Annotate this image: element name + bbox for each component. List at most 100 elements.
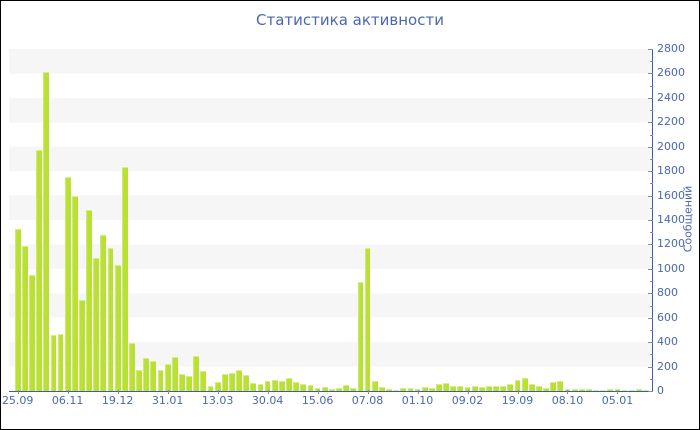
- activity-bar: [257, 384, 264, 391]
- activity-bar: [71, 195, 78, 391]
- activity-bar: [557, 381, 564, 391]
- activity-bar: [200, 370, 207, 391]
- activity-bar: [407, 387, 414, 391]
- activity-bar: [478, 386, 485, 391]
- x-tick: [567, 390, 569, 394]
- activity-bar: [121, 167, 128, 391]
- y-major-tick: [648, 366, 653, 368]
- activity-bar: [593, 389, 599, 391]
- x-tick-label: 30.04: [251, 394, 284, 407]
- activity-bar: [528, 384, 535, 391]
- activity-bar: [393, 389, 400, 391]
- y-minor-tick: [650, 256, 653, 258]
- x-tick: [417, 390, 419, 394]
- activity-bar: [86, 210, 92, 391]
- y-major-tick: [648, 195, 653, 197]
- activity-bar: [136, 370, 142, 391]
- activity-bar: [443, 383, 449, 391]
- x-tick-label: 19.12: [101, 394, 134, 407]
- x-tick: [117, 390, 119, 394]
- activity-bar: [29, 274, 35, 391]
- activity-bar: [643, 389, 649, 391]
- y-minor-tick: [650, 134, 653, 136]
- activity-bar: [436, 383, 442, 391]
- activity-bar: [450, 385, 457, 391]
- x-tick: [167, 390, 169, 394]
- activity-bar: [400, 388, 407, 391]
- y-tick-label: 1800: [657, 164, 685, 178]
- y-minor-tick: [650, 85, 653, 87]
- x-tick: [517, 390, 519, 394]
- x-tick-label: 08.10: [551, 394, 584, 407]
- activity-bar: [471, 386, 478, 391]
- activity-bar: [79, 300, 85, 391]
- activity-bar: [635, 389, 642, 391]
- y-minor-tick: [650, 207, 653, 209]
- x-tick-label: 15.06: [301, 394, 334, 407]
- activity-bar: [264, 381, 271, 391]
- activity-bar: [378, 386, 385, 391]
- x-tick: [267, 390, 269, 394]
- activity-bar: [350, 387, 357, 391]
- plot-area: [9, 49, 653, 392]
- activity-bar: [493, 386, 499, 391]
- y-major-tick: [648, 49, 653, 50]
- y-major-tick: [648, 391, 653, 392]
- activity-bar: [550, 382, 557, 391]
- activity-bar: [464, 386, 471, 391]
- y-tick-label: 400: [657, 335, 678, 349]
- y-minor-tick: [650, 305, 653, 307]
- y-major-tick: [648, 122, 653, 124]
- activity-bar: [457, 386, 464, 391]
- activity-bar: [614, 388, 621, 391]
- y-tick-label: 1200: [657, 237, 685, 251]
- activity-bar: [300, 383, 307, 391]
- activity-bar: [186, 376, 192, 391]
- y-tick-label: 2000: [657, 139, 685, 153]
- y-major-tick: [648, 244, 653, 246]
- chart-title: Статистика активности: [256, 11, 444, 29]
- x-tick-label: 19.09: [501, 394, 534, 407]
- x-axis-labels: 25.09 06.11 19.12 31.01 13.03 30.04 15.06 07.08…: [2, 394, 652, 410]
- x-tick-label: 05.01: [601, 394, 634, 407]
- activity-bar: [36, 149, 43, 391]
- y-minor-tick: [650, 281, 653, 283]
- activity-bar: [164, 363, 171, 391]
- activity-bar: [286, 378, 292, 391]
- y-minor-tick: [650, 232, 653, 234]
- activity-bar: [21, 246, 28, 391]
- y-tick-label: 2800: [657, 42, 685, 56]
- activity-bar: [507, 384, 514, 391]
- y-major-tick: [648, 342, 653, 344]
- activity-bar: [207, 386, 214, 391]
- y-minor-tick: [650, 61, 653, 63]
- activity-bar: [328, 388, 335, 391]
- activity-bar: [307, 384, 314, 391]
- x-tick-label: 25.09: [1, 394, 34, 407]
- y-tick-label: 2400: [657, 91, 685, 105]
- y-minor-tick: [650, 183, 653, 185]
- activity-bar: [129, 343, 135, 391]
- activity-bar: [271, 380, 278, 391]
- activity-bar: [250, 383, 257, 391]
- activity-bar: [107, 248, 114, 391]
- activity-bar: [93, 257, 100, 391]
- activity-bar: [64, 177, 71, 391]
- activity-bar: [371, 381, 378, 391]
- x-tick: [467, 390, 469, 394]
- activity-bar: [150, 361, 157, 391]
- x-tick-label: 01.10: [401, 394, 434, 407]
- x-tick-label: 07.08: [351, 394, 384, 407]
- activity-bar: [336, 387, 342, 391]
- activity-bar: [243, 374, 250, 391]
- activity-bar: [143, 358, 150, 391]
- activity-bar: [57, 334, 64, 391]
- y-major-tick: [648, 317, 653, 319]
- activity-bar: [50, 335, 57, 391]
- y-tick-label: 1400: [657, 213, 685, 227]
- y-tick-label: 800: [657, 286, 678, 300]
- y-tick-label: 200: [657, 359, 678, 373]
- y-tick-label: 2600: [657, 66, 685, 80]
- x-tick: [317, 390, 319, 394]
- y-minor-tick: [650, 158, 653, 160]
